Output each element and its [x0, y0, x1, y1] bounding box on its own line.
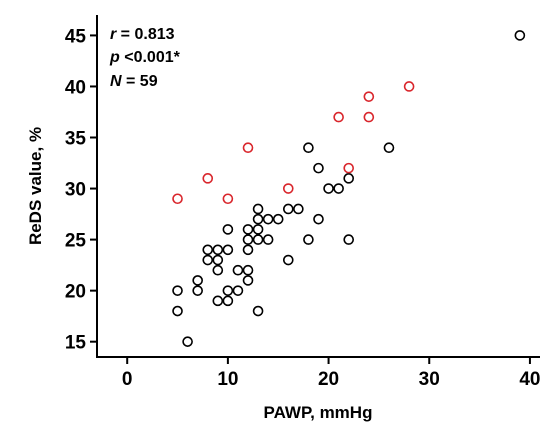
data-point: [282, 203, 294, 215]
stats-annotation: r = 0.813 p <0.001* N = 59: [109, 26, 181, 90]
data-point: [192, 285, 203, 296]
data-point: [172, 305, 183, 317]
x-tick-label: 40: [519, 369, 540, 390]
y-tick-label: 35: [65, 129, 87, 150]
data-point: [242, 224, 254, 235]
data-point: [212, 264, 224, 276]
data-point: [514, 30, 526, 41]
data-point: [252, 305, 264, 317]
data-point: [212, 295, 224, 307]
data-point: [293, 203, 304, 215]
data-point: [212, 254, 224, 266]
data-point: [222, 244, 234, 256]
x-tick-label: 10: [217, 369, 238, 390]
data-point: [242, 234, 254, 245]
y-tick-label: 25: [65, 231, 87, 252]
data-point-red: [363, 91, 375, 102]
x-tick-label: 20: [318, 369, 339, 390]
data-point: [222, 224, 234, 235]
x-tick-label: 0: [122, 369, 133, 390]
y-tick-label: 30: [65, 180, 86, 201]
data-point: [242, 275, 254, 286]
data-point: [252, 234, 264, 245]
data-point: [272, 213, 284, 225]
y-tick-label: 15: [65, 333, 87, 354]
data-point: [252, 213, 264, 225]
data-point: [202, 244, 214, 256]
data-point: [303, 234, 314, 245]
data-point: [282, 254, 294, 266]
data-point: [383, 142, 395, 154]
data-point: [313, 162, 324, 174]
data-point: [343, 173, 355, 184]
y-tick-label: 45: [65, 26, 87, 47]
data-point: [222, 295, 234, 307]
data-point-red: [333, 111, 344, 123]
p-statistic: p <0.001*: [109, 49, 181, 66]
data-point: [192, 275, 203, 286]
data-point: [242, 264, 254, 276]
data-point: [222, 285, 234, 296]
data-point: [343, 234, 355, 245]
data-point: [212, 244, 224, 256]
data-point: [232, 285, 244, 296]
y-ticks: 15 20 25 30 35 40 45: [65, 26, 97, 354]
data-point-red: [403, 81, 415, 92]
data-point: [323, 183, 334, 194]
x-tick-label: 30: [419, 369, 440, 390]
x-ticks: 0 10 20 30 40: [122, 357, 541, 390]
data-point: [262, 234, 274, 245]
data-point: [313, 213, 324, 225]
data-point: [333, 183, 344, 194]
x-axis-title: PAWP, mmHg: [264, 403, 373, 422]
y-axis-title: ReDS value, %: [26, 127, 45, 245]
data-point-red: [222, 193, 234, 205]
r-statistic: r = 0.813: [110, 26, 175, 43]
data-point: [232, 264, 244, 276]
data-point: [252, 203, 264, 215]
n-statistic: N = 59: [110, 73, 158, 90]
data-point-red: [282, 183, 294, 194]
data-point-red: [242, 142, 254, 154]
data-point: [172, 285, 183, 296]
data-point-red: [343, 162, 355, 174]
data-point: [182, 336, 193, 347]
data-point-red: [172, 193, 183, 205]
data-point-red: [202, 173, 214, 184]
data-point: [262, 213, 274, 225]
data-point: [252, 224, 264, 235]
points-layer: [172, 30, 526, 347]
y-tick-label: 20: [65, 282, 86, 303]
data-point: [202, 254, 214, 266]
data-point-red: [363, 111, 375, 123]
y-tick-label: 40: [65, 77, 86, 98]
data-point: [242, 244, 254, 256]
data-point: [303, 142, 314, 154]
